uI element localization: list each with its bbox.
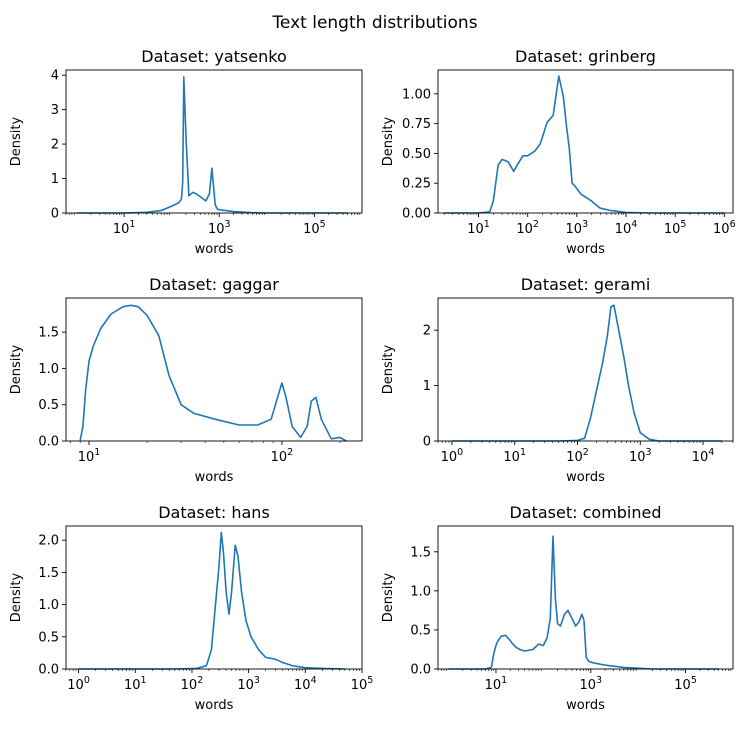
- chart-title: Dataset: grinberg: [515, 47, 656, 66]
- y-tick-label: 1.0: [410, 584, 431, 599]
- x-tick-label: 101: [467, 219, 490, 237]
- y-axis-label: Density: [9, 572, 24, 622]
- x-tick-label: 102: [516, 219, 539, 237]
- y-tick-label: 1.0: [38, 362, 59, 377]
- x-tick-label: 106: [713, 219, 736, 237]
- density-line: [444, 75, 725, 214]
- x-tick-label: 102: [566, 447, 589, 465]
- x-tick-label: 101: [113, 219, 136, 237]
- x-axis-label: words: [566, 242, 605, 257]
- x-tick-label: 101: [503, 447, 526, 465]
- y-axis-label: Density: [381, 572, 396, 622]
- y-tick-label: 0.0: [38, 663, 59, 678]
- plot-frame: [65, 297, 363, 442]
- y-tick-label: 1: [51, 172, 59, 187]
- y-axis-label: Density: [9, 344, 24, 394]
- plot-frame: [437, 525, 734, 670]
- chart-title: Dataset: hans: [158, 503, 270, 522]
- x-axis-label: words: [195, 242, 234, 257]
- y-tick-label: 3: [51, 103, 59, 118]
- x-tick-label: 101: [124, 675, 147, 693]
- y-tick-label: 1.0: [38, 598, 59, 613]
- y-tick-label: 1.00: [402, 87, 431, 102]
- y-tick-label: 1: [423, 379, 431, 394]
- x-tick-label: 100: [441, 447, 464, 465]
- x-tick-label: 102: [271, 447, 294, 465]
- x-tick-label: 105: [303, 219, 326, 237]
- y-tick-label: 4: [51, 69, 59, 84]
- x-tick-label: 103: [237, 675, 260, 693]
- y-tick-label: 0: [51, 207, 59, 222]
- x-tick-label: 102: [181, 675, 204, 693]
- chart-title: Dataset: yatsenko: [141, 47, 286, 66]
- chart-panel-5: Dataset: hans 100 101 102 103 104 105 0.0 0.5 1.0…: [9, 503, 373, 713]
- y-tick-label: 0.00: [402, 207, 431, 222]
- chart-panel-3: Dataset: gaggar 101 102 0.0 0.5 1.0 1.5 words De…: [9, 275, 363, 485]
- x-tick-label: 100: [67, 675, 90, 693]
- plot-frame: [65, 69, 363, 214]
- y-tick-label: 2.0: [38, 534, 59, 549]
- chart-panel-4: Dataset: gerami 100 101 102 103 104 0 1 2 words De…: [381, 275, 734, 485]
- y-tick-label: 0.0: [38, 435, 59, 450]
- x-axis-label: words: [566, 698, 605, 713]
- x-axis-label: words: [195, 470, 234, 485]
- density-line: [448, 535, 719, 670]
- y-tick-label: 1.5: [38, 326, 59, 341]
- y-axis-label: Density: [9, 116, 24, 166]
- y-tick-label: 0.5: [38, 630, 59, 645]
- y-tick-label: 0.5: [38, 398, 59, 413]
- chart-panel-2: Dataset: grinberg 101 102 103 104 105 106 0.00 0…: [381, 47, 736, 257]
- figure-title: Text length distributions: [271, 13, 477, 33]
- chart-title: Dataset: combined: [509, 503, 661, 522]
- x-tick-label: 103: [566, 219, 589, 237]
- chart-title: Dataset: gerami: [521, 275, 651, 294]
- chart-panel-6: Dataset: combined 101 103 105 0.0 0.5 1.0 1.5 wo…: [381, 503, 734, 713]
- x-tick-label: 105: [351, 675, 374, 693]
- x-tick-label: 104: [615, 219, 638, 237]
- x-tick-label: 105: [674, 675, 697, 693]
- x-tick-label: 101: [78, 447, 101, 465]
- y-tick-label: 0.25: [402, 177, 431, 192]
- x-tick-label: 105: [664, 219, 687, 237]
- density-line: [78, 531, 345, 670]
- x-tick-label: 101: [485, 675, 508, 693]
- y-axis-label: Density: [381, 116, 396, 166]
- plot-frame: [437, 69, 734, 214]
- y-tick-label: 1.5: [38, 566, 59, 581]
- density-line: [451, 304, 722, 442]
- x-tick-label: 103: [629, 447, 652, 465]
- y-tick-label: 0.50: [402, 147, 431, 162]
- chart-panel-1: Dataset: yatsenko 101 103 105 0 1 2 3 4 words Dens…: [9, 47, 363, 257]
- density-line: [79, 304, 347, 442]
- x-tick-label: 104: [692, 447, 715, 465]
- y-tick-label: 0: [423, 435, 431, 450]
- x-tick-label: 104: [294, 675, 317, 693]
- y-tick-label: 1.5: [410, 545, 431, 560]
- plot-frame: [65, 525, 363, 670]
- y-tick-label: 0.5: [410, 623, 431, 638]
- density-line: [76, 76, 348, 214]
- chart-title: Dataset: gaggar: [149, 275, 279, 294]
- x-tick-label: 103: [579, 675, 602, 693]
- y-axis-label: Density: [381, 344, 396, 394]
- x-axis-label: words: [566, 470, 605, 485]
- plot-frame: [437, 297, 734, 442]
- y-tick-label: 2: [51, 138, 59, 153]
- x-tick-label: 103: [208, 219, 231, 237]
- y-tick-label: 2: [423, 324, 431, 339]
- y-tick-label: 0.0: [410, 663, 431, 678]
- y-tick-label: 0.75: [402, 117, 431, 132]
- x-axis-label: words: [195, 698, 234, 713]
